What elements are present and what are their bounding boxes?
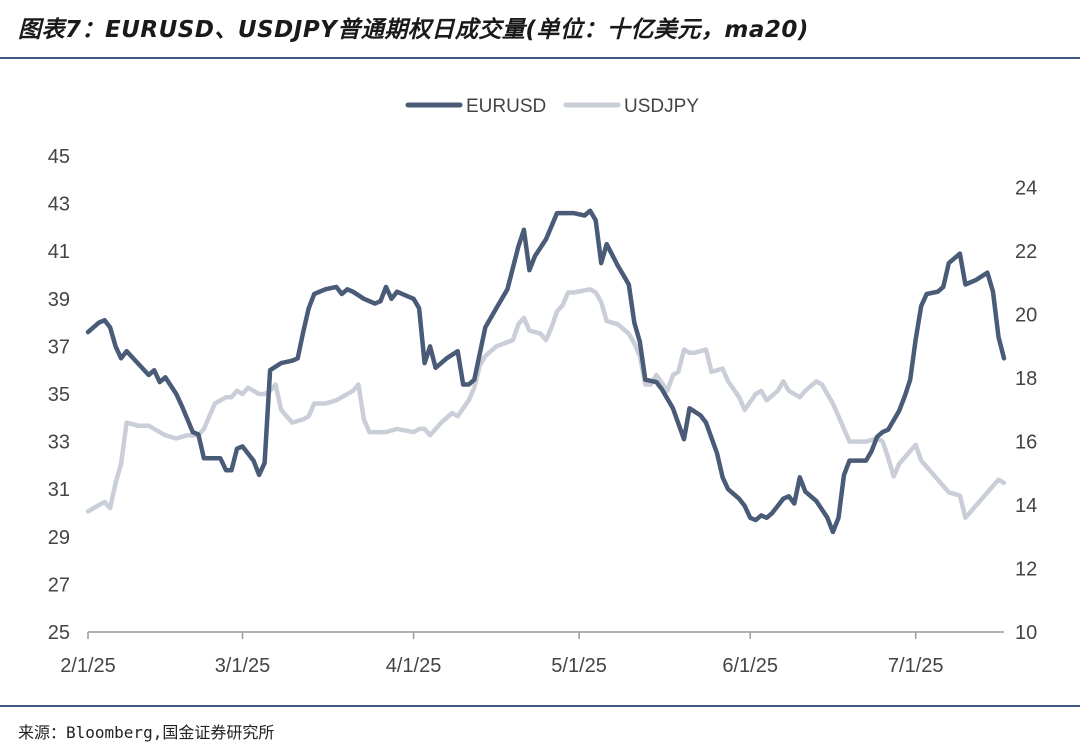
y-right-tick-label: 20 [1015, 305, 1037, 327]
bottom-rule [0, 705, 1080, 707]
y-left-tick-label: 37 [48, 336, 70, 358]
x-tick-label: 6/1/25 [722, 655, 778, 677]
y-left-tick-label: 45 [48, 146, 70, 168]
series-lines [85, 208, 1007, 535]
figure-title: 图表7：EURUSD、USDJPY普通期权日成交量(单位：十亿美元，ma20) [18, 17, 809, 43]
x-tick-label: 2/1/25 [60, 655, 116, 677]
y-right-tick-label: 18 [1015, 368, 1037, 390]
y-right-tick-label: 12 [1015, 559, 1037, 581]
y-left-tick-label: 33 [48, 432, 70, 454]
y-left-tick-label: 41 [48, 241, 70, 263]
legend: EURUSD USDJPY [405, 96, 699, 117]
y-right-tick-label: 16 [1015, 432, 1037, 454]
y-left-tick-label: 39 [48, 289, 70, 311]
series-line-eurusd [85, 208, 1007, 535]
y-left-tick-label: 43 [48, 194, 70, 216]
y-left-tick-label: 31 [48, 479, 70, 501]
y-left-tick-label: 27 [48, 574, 70, 596]
y-left-tick-label: 35 [48, 384, 70, 406]
series-line-usdjpy [85, 287, 1007, 521]
top-rule [0, 57, 1080, 59]
y-right-tick-label: 24 [1015, 178, 1037, 200]
x-tick-label: 5/1/25 [551, 655, 607, 677]
y-right-tick-label: 22 [1015, 241, 1037, 263]
x-tick-label: 7/1/25 [888, 655, 944, 677]
line-chart: 2/1/25 3/1/25 4/1/25 5/1/25 6/1/25 7/1/25 25 27… [48, 96, 1038, 677]
axes: 2/1/25 3/1/25 4/1/25 5/1/25 6/1/25 7/1/25 25 27… [48, 146, 1038, 677]
legend-label-usdjpy: USDJPY [624, 96, 699, 117]
legend-label-eurusd: EURUSD [466, 96, 546, 117]
y-right-tick-label: 10 [1015, 622, 1037, 644]
x-tick-label: 3/1/25 [215, 655, 271, 677]
y-left-tick-label: 29 [48, 527, 70, 549]
x-tick-label: 4/1/25 [386, 655, 442, 677]
source-note: 来源：Bloomberg,国金证券研究所 [18, 723, 275, 742]
y-left-tick-label: 25 [48, 622, 70, 644]
y-right-tick-label: 14 [1015, 495, 1037, 517]
